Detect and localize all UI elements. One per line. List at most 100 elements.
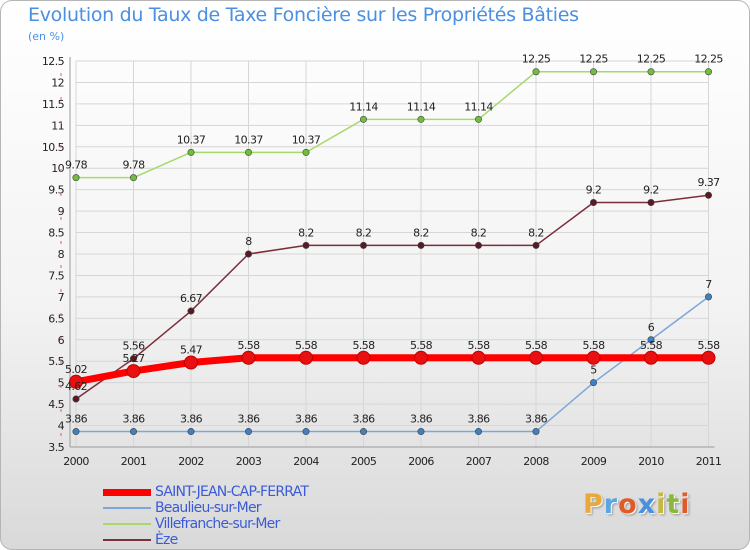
x-tick-label: 2003 bbox=[236, 455, 262, 468]
series-point-3 bbox=[187, 307, 195, 315]
series-point-1 bbox=[647, 336, 655, 344]
y-tick-label: 5.5 bbox=[48, 355, 64, 368]
data-label-0: 5.58 bbox=[295, 339, 318, 352]
series-point-2 bbox=[130, 174, 138, 182]
series-point-2 bbox=[417, 115, 425, 123]
data-label-3: 6.67 bbox=[180, 292, 203, 305]
series-point-0 bbox=[241, 350, 256, 365]
series-point-3 bbox=[302, 241, 310, 249]
legend-swatch bbox=[103, 488, 151, 496]
series-point-3 bbox=[704, 191, 712, 199]
series-point-1 bbox=[187, 428, 195, 436]
series-point-2 bbox=[302, 148, 310, 156]
data-label-3: 8.2 bbox=[298, 226, 314, 239]
data-label-0: 5.02 bbox=[65, 363, 87, 376]
data-label-1: 3.86 bbox=[467, 413, 490, 426]
series-point-2 bbox=[245, 148, 253, 156]
logo-letter: r bbox=[603, 489, 619, 520]
series-point-2 bbox=[72, 174, 80, 182]
data-label-1: 3.86 bbox=[525, 413, 548, 426]
data-label-3: 5.56 bbox=[122, 340, 145, 353]
series-point-3 bbox=[474, 241, 482, 249]
legend-label: Villefranche-sur-Mer bbox=[155, 516, 280, 532]
series-point-2 bbox=[474, 115, 482, 123]
y-tick-label: 10 bbox=[51, 162, 64, 175]
series-point-0 bbox=[701, 350, 716, 365]
data-label-0: 5.47 bbox=[180, 344, 203, 357]
series-point-0 bbox=[414, 350, 428, 365]
series-point-1 bbox=[474, 428, 482, 436]
legend-swatch bbox=[103, 523, 151, 525]
legend-swatch bbox=[103, 507, 151, 509]
legend-label: Èze bbox=[155, 532, 178, 548]
series-point-3 bbox=[359, 241, 367, 249]
data-label-3: 9.2 bbox=[643, 184, 659, 197]
y-tick-label: 6.5 bbox=[48, 312, 64, 325]
data-label-3: 8.2 bbox=[413, 226, 429, 239]
series-point-2 bbox=[532, 68, 540, 76]
series-line-1 bbox=[76, 296, 709, 433]
x-tick-label: 2006 bbox=[408, 455, 434, 468]
series-point-1 bbox=[302, 428, 310, 436]
data-label-0: 5.58 bbox=[697, 339, 720, 352]
data-label-0: 5.58 bbox=[582, 339, 605, 352]
y-tick-label: 9.5 bbox=[48, 184, 64, 197]
y-tick-label: 11.5 bbox=[42, 98, 65, 111]
y-tick-label: 8.5 bbox=[48, 227, 64, 240]
series-point-2 bbox=[359, 115, 367, 123]
y-unit-label: (en %) bbox=[28, 30, 65, 43]
x-tick-label: 2008 bbox=[523, 455, 549, 468]
legend-label: Beaulieu-sur-Mer bbox=[155, 500, 262, 516]
series-point-3 bbox=[130, 355, 138, 363]
series-point-3 bbox=[532, 241, 540, 249]
series-point-1 bbox=[72, 428, 80, 436]
data-label-1: 3.86 bbox=[237, 413, 260, 426]
data-label-2: 12.25 bbox=[637, 53, 666, 66]
data-label-1: 3.86 bbox=[352, 413, 375, 426]
data-labels: 5.02 5.27 5.47 5.58 5.58 5.58 5.58 5.58 5.58 5.58… bbox=[65, 53, 724, 426]
series-point-0 bbox=[184, 355, 198, 370]
data-label-2: 10.37 bbox=[234, 133, 263, 146]
y-tick-label: 4 bbox=[58, 420, 65, 433]
series-line-2 bbox=[76, 70, 709, 179]
data-label-1: 3.86 bbox=[122, 413, 145, 426]
data-label-2: 11.14 bbox=[464, 100, 493, 113]
series-point-3 bbox=[417, 241, 425, 249]
data-label-2: 10.37 bbox=[292, 133, 321, 146]
x-tick-label: 2001 bbox=[121, 455, 147, 468]
legend-label: SAINT-JEAN-CAP-FERRAT bbox=[155, 484, 309, 500]
series-point-0 bbox=[471, 350, 486, 365]
x-tick-label: 2002 bbox=[178, 455, 204, 468]
data-label-0: 5.58 bbox=[410, 339, 433, 352]
x-tick-label: 2005 bbox=[351, 455, 377, 468]
series-point-1 bbox=[589, 379, 597, 387]
series-point-3 bbox=[589, 199, 597, 207]
proxiti-logo: Proxiti bbox=[583, 489, 691, 520]
series-point-0 bbox=[529, 350, 543, 365]
series-point-0 bbox=[299, 350, 313, 365]
data-label-0: 5.58 bbox=[640, 339, 663, 352]
y-tick-label: 9 bbox=[58, 205, 65, 218]
series-point-0 bbox=[126, 364, 141, 379]
y-tick-label: 3.5 bbox=[48, 441, 64, 454]
data-label-1: 3.86 bbox=[65, 413, 88, 426]
data-label-2: 11.14 bbox=[407, 100, 436, 113]
x-tick-label: 2010 bbox=[638, 455, 664, 468]
series-group bbox=[69, 68, 716, 436]
legend-swatch bbox=[103, 539, 151, 541]
data-label-3: 8.2 bbox=[471, 226, 487, 239]
y-tick-label: 8 bbox=[58, 248, 65, 261]
data-label-1: 7 bbox=[705, 278, 712, 291]
data-label-0: 5.58 bbox=[467, 339, 490, 352]
axes: 3.544.555.566.577.588.599.51010.51111.51… bbox=[42, 55, 722, 468]
data-label-2: 12.25 bbox=[694, 53, 723, 66]
data-label-2: 9.78 bbox=[65, 159, 88, 172]
y-tick-label: 6 bbox=[58, 334, 65, 347]
data-label-3: 9.2 bbox=[586, 184, 602, 197]
x-tick-label: 2004 bbox=[293, 455, 319, 468]
series-line-3 bbox=[75, 194, 709, 400]
data-label-2: 12.25 bbox=[579, 53, 608, 66]
series-point-0 bbox=[586, 350, 601, 365]
x-tick-label: 2009 bbox=[581, 455, 607, 468]
